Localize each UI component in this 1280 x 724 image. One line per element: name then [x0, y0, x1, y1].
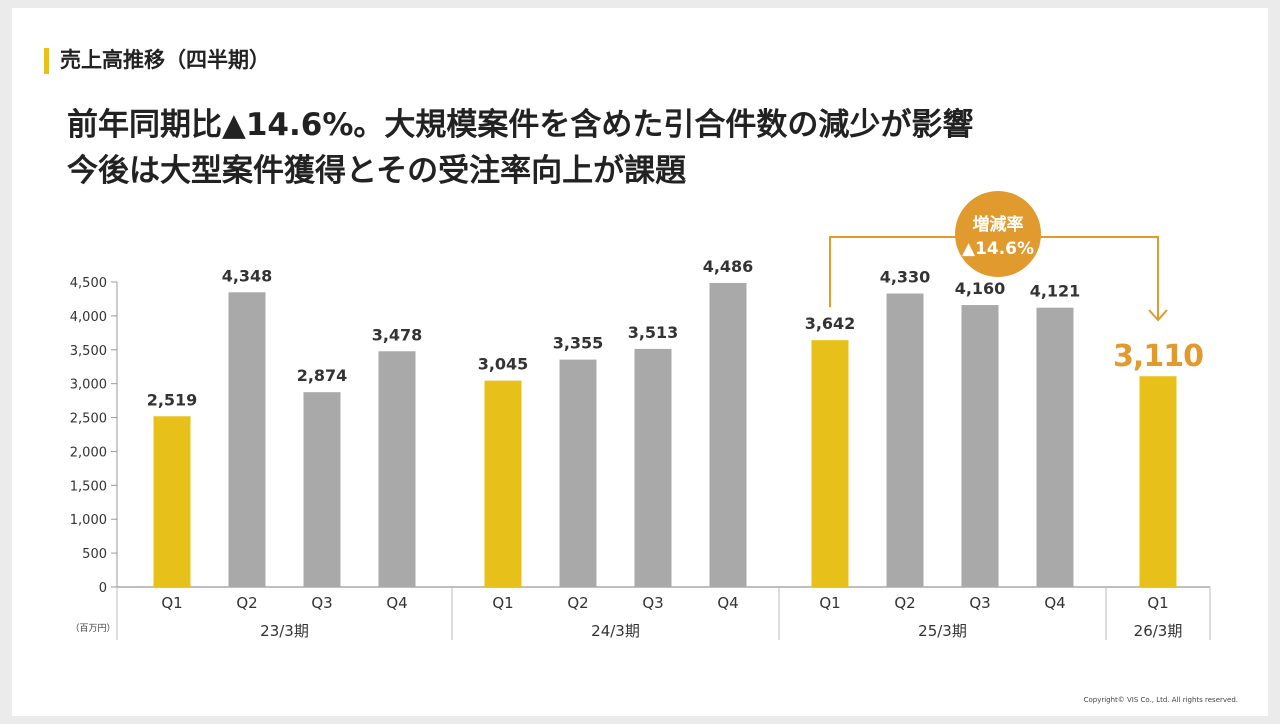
bar-value-label: 4,330 — [880, 268, 931, 287]
x-tick-label: Q1 — [1147, 594, 1168, 612]
y-tick-label: 1,000 — [70, 513, 107, 528]
y-tick-label: 2,500 — [70, 412, 107, 427]
x-tick-label: Q2 — [236, 594, 257, 612]
x-tick-label: Q4 — [1044, 594, 1065, 612]
section-accent-bar — [44, 48, 49, 74]
bar-value-label: 4,348 — [222, 266, 273, 285]
change-rate-badge — [955, 191, 1041, 277]
bar-value-label: 3,045 — [478, 355, 529, 374]
section-title: 売上高推移（四半期） — [60, 48, 270, 72]
x-tick-label: Q1 — [492, 594, 513, 612]
bar — [634, 348, 672, 587]
x-tick-label: Q3 — [311, 594, 332, 612]
x-tick-label: Q3 — [642, 594, 663, 612]
bar — [153, 416, 191, 587]
group-label: 25/3期 — [918, 622, 967, 640]
bar-value-label: 3,478 — [372, 325, 423, 344]
y-tick-label: 4,500 — [70, 276, 107, 291]
y-axis-unit-label: （百万円） — [70, 623, 115, 634]
headline-line-1: 前年同期比▲14.6%。大規模案件を含めた引合件数の減少が影響 — [67, 107, 974, 143]
group-label: 24/3期 — [591, 622, 640, 640]
x-tick-label: Q4 — [386, 594, 407, 612]
x-tick-label: Q3 — [969, 594, 990, 612]
bar — [811, 340, 849, 587]
bar-value-label: 4,486 — [703, 257, 754, 276]
y-tick-label: 1,500 — [70, 479, 107, 494]
bar-value-label: 3,513 — [628, 323, 679, 342]
bar — [228, 292, 266, 587]
headline-line-2: 今後は大型案件獲得とその受注率向上が課題 — [67, 153, 687, 189]
bar — [378, 351, 416, 587]
bar-value-label: 3,110 — [1113, 339, 1203, 374]
bar-value-label: 3,355 — [553, 334, 604, 353]
x-tick-label: Q2 — [894, 594, 915, 612]
bar-value-label: 4,160 — [955, 279, 1006, 298]
x-tick-label: Q1 — [819, 594, 840, 612]
y-tick-label: 3,000 — [70, 378, 107, 393]
x-tick-label: Q4 — [717, 594, 738, 612]
bar — [886, 293, 924, 587]
group-label: 26/3期 — [1134, 622, 1183, 640]
bar — [961, 305, 999, 587]
bar-value-label: 2,519 — [147, 390, 198, 409]
y-tick-label: 3,500 — [70, 344, 107, 359]
bar-value-label: 2,874 — [297, 366, 348, 385]
bar — [559, 359, 597, 587]
bar — [709, 282, 747, 587]
y-tick-label: 0 — [99, 581, 107, 596]
y-tick-label: 500 — [82, 547, 107, 562]
bar-value-label: 4,121 — [1030, 282, 1081, 301]
bar — [1139, 376, 1177, 587]
change-rate-label: 増減率 — [973, 214, 1024, 235]
copyright: Copyright© VIS Co., Ltd. All rights rese… — [1083, 696, 1238, 704]
bar — [484, 380, 522, 587]
bar-value-label: 3,642 — [805, 314, 856, 333]
y-tick-label: 4,000 — [70, 310, 107, 325]
bar — [1036, 307, 1074, 587]
headline: 前年同期比▲14.6%。大規模案件を含めた引合件数の減少が影響 今後は大型案件獲… — [67, 102, 973, 194]
y-tick-label: 2,000 — [70, 445, 107, 460]
change-rate-value: ▲14.6% — [962, 239, 1034, 259]
change-arrowhead — [1148, 309, 1168, 322]
x-tick-label: Q1 — [161, 594, 182, 612]
bar — [303, 392, 341, 587]
group-label: 23/3期 — [260, 622, 309, 640]
x-tick-label: Q2 — [567, 594, 588, 612]
